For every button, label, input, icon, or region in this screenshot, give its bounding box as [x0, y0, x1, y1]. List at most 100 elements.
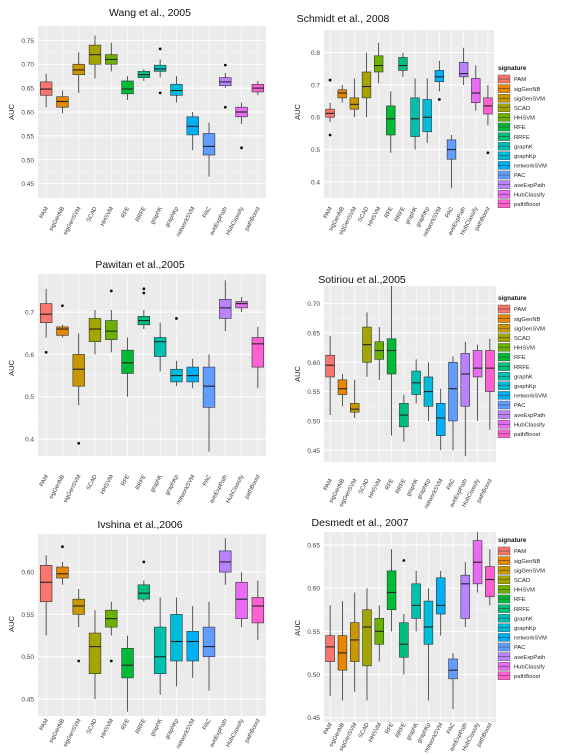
y-tick-label: 0.70: [21, 62, 34, 69]
plot-background: [324, 532, 496, 722]
box-iqr: [56, 326, 69, 336]
box-iqr: [349, 97, 360, 110]
legend-label: sigGenNB: [514, 317, 541, 323]
x-tick-label: PAM: [323, 206, 334, 220]
box-iqr: [56, 566, 69, 579]
x-tick-label: HubClassify: [226, 206, 246, 236]
box-pathboost: [251, 80, 265, 96]
box-siggennb: [56, 545, 69, 585]
outlier-point: [109, 659, 113, 663]
legend-label: sigGenSVM: [514, 326, 545, 332]
box-siggennb: [56, 90, 69, 114]
box-scad: [88, 309, 102, 355]
outlier-point: [402, 559, 406, 562]
outlier-point: [109, 289, 113, 293]
x-tick-label: PAC: [446, 478, 457, 491]
box-aveexppath: [460, 341, 471, 457]
box-iqr: [471, 78, 481, 103]
legend-label: SCAD: [514, 336, 530, 342]
box-hhsvm: [374, 327, 385, 380]
y-axis-label: AUC: [7, 616, 16, 632]
box-graphkp: [170, 317, 183, 387]
y-tick-label: 0.50: [21, 157, 34, 164]
legend-label: RRFE: [514, 607, 530, 613]
legend-label: HubClassify: [514, 192, 545, 198]
chart-title: Ivshina et al.,2006: [97, 519, 182, 531]
box-networksvm: [435, 388, 446, 451]
box-pam: [39, 73, 53, 108]
box-hhsvm: [105, 289, 118, 353]
box-iqr: [411, 583, 421, 619]
y-tick-label: 0.60: [21, 110, 34, 117]
box-iqr: [251, 597, 265, 624]
legend-label: pathBoost: [514, 674, 540, 680]
legend-label: networkSVM: [514, 394, 547, 400]
x-tick-label: graphK: [150, 474, 164, 493]
legend-label: PAM: [514, 77, 526, 83]
box-rrfe: [137, 69, 151, 81]
legend-label: SCAD: [514, 106, 530, 112]
box-siggensvm: [72, 589, 85, 663]
x-tick-label: sigGenSVM: [63, 206, 83, 236]
box-iqr: [153, 626, 167, 674]
box-hubclassify: [472, 344, 483, 421]
y-axis-label: AUC: [293, 104, 302, 120]
box-iqr: [337, 89, 347, 99]
x-tick-label: RFE: [121, 474, 132, 487]
y-tick-label: 0.65: [307, 542, 320, 549]
box-siggensvm: [349, 78, 360, 118]
box-hubclassify: [472, 532, 483, 593]
box-iqr: [235, 301, 248, 309]
plot-background: [38, 534, 266, 716]
legend-label: aveExpPath: [514, 183, 545, 189]
outlier-point: [77, 441, 81, 445]
box-hubclassify: [471, 65, 481, 111]
x-tick-label: SCAD: [86, 718, 99, 735]
outlier-point: [328, 78, 332, 82]
box-iqr: [88, 318, 102, 343]
box-graphk: [153, 322, 167, 372]
x-tick-label: HHSVM: [100, 718, 115, 739]
box-scad: [88, 610, 102, 700]
x-tick-label: HHSVM: [100, 474, 115, 495]
box-pac: [448, 652, 458, 710]
box-rrfe: [399, 559, 409, 675]
legend-label: networkSVM: [514, 636, 547, 642]
box-pam: [39, 555, 53, 636]
outlier-point: [240, 146, 243, 150]
x-tick-label: RRFE: [135, 718, 148, 735]
outlier-point: [61, 545, 64, 549]
legend-label: RFE: [514, 125, 526, 131]
box-iqr: [325, 635, 335, 662]
y-axis-label: AUC: [7, 360, 16, 376]
legend-label: HHSVM: [514, 588, 535, 594]
box-hhsvm: [105, 601, 118, 663]
box-graphkp: [423, 588, 434, 701]
box-iqr: [72, 354, 85, 387]
box-iqr: [460, 574, 471, 619]
y-tick-label: 0.8: [311, 50, 320, 57]
x-tick-label: RFE: [385, 478, 396, 491]
x-tick-label: HHSVM: [100, 206, 115, 227]
box-graphk: [153, 597, 167, 695]
box-iqr: [386, 570, 397, 611]
box-rfe: [121, 337, 134, 397]
y-tick-label: 0.7: [311, 82, 320, 89]
box-iqr: [170, 83, 183, 96]
box-iqr: [435, 577, 446, 615]
legend-label: SCAD: [514, 578, 530, 584]
legend: signature PAM sigGenNB sigGenSVM SCAD HHSVM RF…: [497, 295, 547, 438]
box-iqr: [153, 337, 167, 357]
box-aveexppath: [458, 47, 469, 85]
x-tick-label: RRFE: [395, 722, 408, 739]
chart-title: Schmidt et al., 2008: [297, 13, 390, 25]
box-pam: [39, 288, 53, 354]
legend-label: RFE: [514, 355, 526, 361]
x-tick-label: PAM: [323, 722, 334, 736]
x-tick-label: SCAD: [86, 206, 99, 223]
legend-label: PAC: [514, 173, 526, 179]
legend-label: graphK: [514, 616, 533, 622]
box-siggennb: [337, 601, 348, 701]
box-siggensvm: [349, 592, 360, 692]
box-iqr: [235, 581, 248, 619]
